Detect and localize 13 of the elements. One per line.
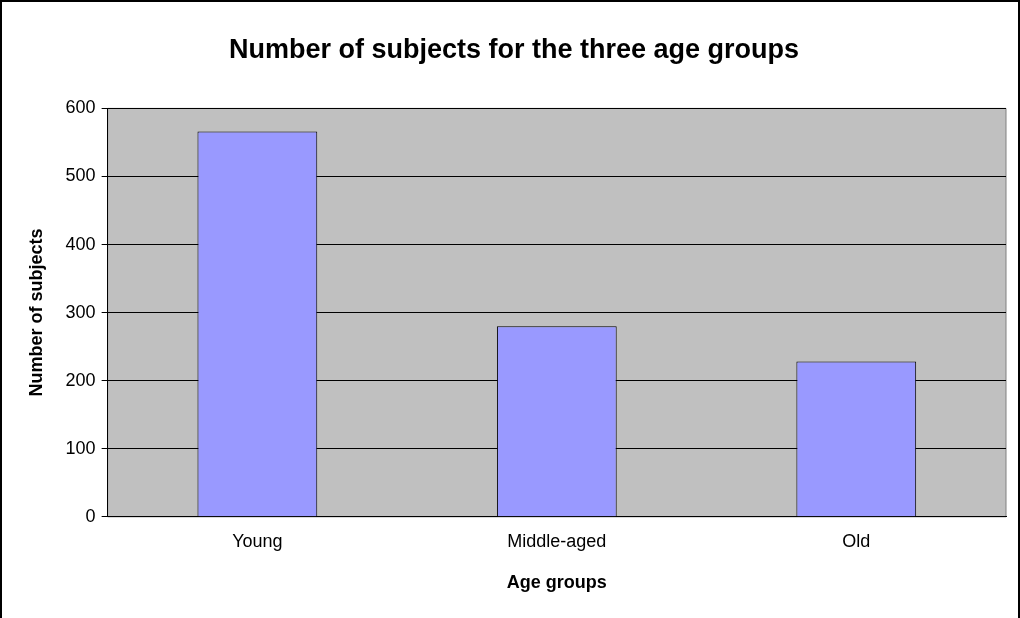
x-tick-label: Middle-aged [507, 530, 607, 551]
x-tick-label: Young [232, 530, 283, 551]
y-tick-label: 600 [65, 97, 96, 118]
y-tick-label: 300 [65, 301, 96, 322]
x-axis-title: Age groups [506, 572, 607, 593]
y-tick-label: 400 [65, 233, 96, 254]
y-tick-label: 100 [65, 437, 96, 458]
y-tick-label: 0 [85, 505, 96, 526]
y-tick-label: 500 [65, 165, 96, 186]
x-tick-label: Old [842, 530, 871, 551]
y-axis-title: Number of subjects [25, 228, 46, 397]
chart-title: Number of subjects for the three age groups [228, 33, 800, 64]
y-tick-label: 200 [65, 369, 96, 390]
